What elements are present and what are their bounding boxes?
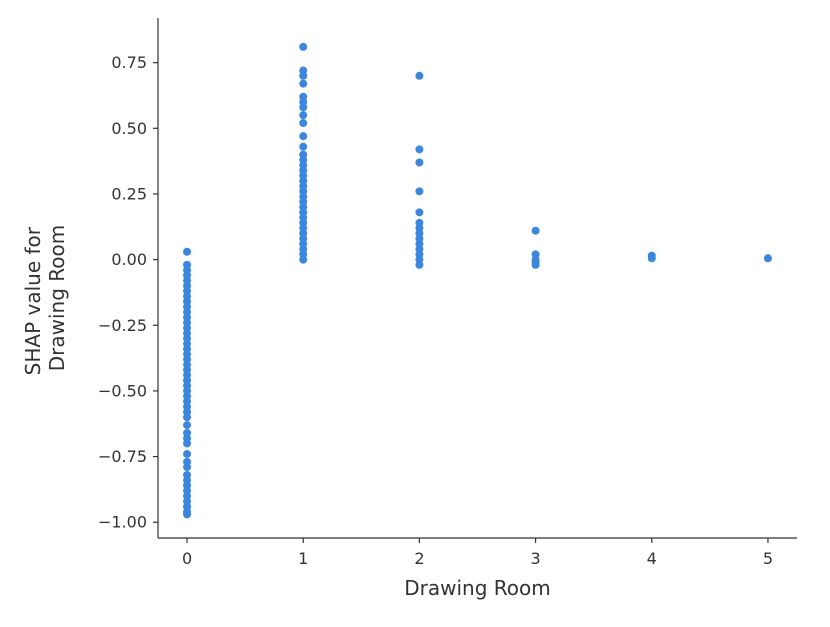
y-tick-label: 0.00 bbox=[111, 250, 147, 269]
data-point bbox=[299, 111, 308, 120]
data-points bbox=[183, 42, 772, 519]
data-point bbox=[299, 255, 308, 264]
y-tick-label: 0.25 bbox=[111, 184, 147, 203]
data-point bbox=[415, 71, 424, 80]
y-axis-label: SHAP value for Drawing Room bbox=[21, 221, 69, 376]
x-tick-label: 1 bbox=[298, 549, 308, 568]
data-point bbox=[415, 260, 424, 269]
data-point bbox=[299, 119, 308, 128]
data-point bbox=[415, 187, 424, 196]
y-tick-label: −0.25 bbox=[98, 316, 147, 335]
y-tick-label: −0.75 bbox=[98, 447, 147, 466]
x-tick-label: 0 bbox=[182, 549, 192, 568]
y-tick-label: 0.50 bbox=[111, 119, 147, 138]
data-point bbox=[415, 158, 424, 167]
data-point bbox=[299, 42, 308, 51]
data-point bbox=[299, 142, 308, 151]
x-tick-label: 2 bbox=[414, 549, 424, 568]
data-point bbox=[299, 71, 308, 80]
data-point bbox=[183, 439, 192, 448]
data-point bbox=[183, 463, 192, 472]
data-point bbox=[183, 413, 192, 422]
data-point bbox=[299, 132, 308, 141]
y-tick-label: 0.75 bbox=[111, 53, 147, 72]
data-point bbox=[299, 103, 308, 112]
y-tick-label: −1.00 bbox=[98, 513, 147, 532]
data-point bbox=[183, 510, 192, 519]
x-tick-label: 5 bbox=[763, 549, 773, 568]
data-point bbox=[415, 145, 424, 154]
data-point bbox=[299, 79, 308, 88]
data-point bbox=[183, 421, 192, 430]
data-point bbox=[763, 254, 772, 263]
x-axis-label: Drawing Room bbox=[404, 576, 550, 600]
x-tick-label: 4 bbox=[647, 549, 657, 568]
y-axis-ticks: 0.75 0.50 0.25 0.00 −0.25 −0.50 −0.75 −1.00 bbox=[98, 53, 158, 532]
data-point bbox=[647, 254, 656, 263]
y-tick-label: −0.50 bbox=[98, 381, 147, 400]
data-point bbox=[531, 226, 540, 235]
x-axis-ticks: 0 1 2 3 4 5 bbox=[182, 538, 773, 568]
data-point bbox=[183, 449, 192, 458]
y-axis-label-line-1: SHAP value for bbox=[21, 226, 45, 375]
y-axis-label-line-2: Drawing Room bbox=[45, 225, 69, 371]
x-tick-label: 3 bbox=[530, 549, 540, 568]
data-point bbox=[531, 260, 540, 269]
data-point bbox=[183, 247, 192, 256]
data-point bbox=[415, 208, 424, 217]
